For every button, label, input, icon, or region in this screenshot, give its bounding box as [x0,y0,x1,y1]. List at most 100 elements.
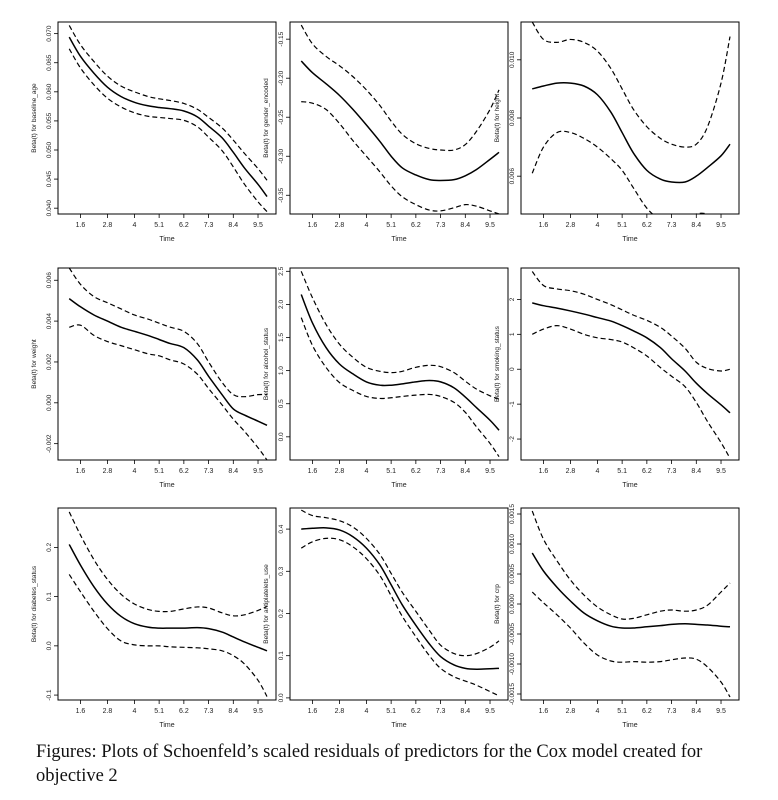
y-tick-label: -0.35 [278,187,285,202]
y-tick-label: 1.5 [278,333,285,342]
y-tick-label: 0.0 [278,432,285,441]
plot-panel-6: 1.6 2.8 4 5.1 6.2 7.3 8.4 9.5 Time -2 -1 0 1 2 Beta(t)… [494,267,740,489]
y-tick-label: -0.15 [278,31,285,46]
plot-frame [57,21,277,215]
x-tick-label: 2.8 [335,468,345,475]
x-tick-label: 4 [132,708,136,715]
x-tick-label: 8.4 [691,222,701,229]
plot-frame [57,267,277,461]
y-tick-label: 0.070 [46,25,53,42]
x-tick-label: 7.3 [436,222,446,229]
x-tick-label: 7.3 [436,708,446,715]
x-tick-label: 4 [595,222,599,229]
x-tick-label: 7.3 [204,468,214,475]
figure-caption: Figures: Plots of Schoenfeld’s scaled re… [36,742,703,786]
confidence-band-upper [300,24,500,152]
y-tick-label: -2 [509,436,516,442]
plot-frame [520,507,740,701]
confidence-band-lower [68,48,268,213]
y-tick-label: 0.0005 [509,564,516,584]
y-tick-label: 1.0 [278,366,285,375]
y-tick-label: 0.0 [46,641,53,650]
x-tick-label: 2.8 [103,708,113,715]
beta-estimate-line [532,302,731,414]
x-tick-label: 1.6 [539,468,549,475]
confidence-band-upper [531,510,731,620]
confidence-band-upper [300,271,500,400]
x-axis-label: Time [159,722,174,729]
x-axis-label: Time [391,236,406,243]
x-tick-label: 5.1 [386,222,396,229]
y-tick-label: 0.006 [509,168,516,185]
x-tick-label: 4 [132,222,136,229]
y-tick-label: 0.045 [46,171,53,188]
plot-panel-1: 1.6 2.8 4 5.1 6.2 7.3 8.4 9.5 Time 0.040 0.045 0.05… [31,21,277,243]
y-tick-label: 0.060 [46,83,53,100]
y-tick-label: 0.5 [278,399,285,408]
confidence-band-lower [531,130,710,214]
x-tick-label: 8.4 [460,222,470,229]
y-tick-label: 0.010 [509,51,516,68]
plot-panel-7: 1.6 2.8 4 5.1 6.2 7.3 8.4 9.5 Time -0.1 0.0 0.1 0.2 B… [31,507,277,729]
x-tick-label: 6.2 [642,708,652,715]
y-axis-label: Beta(t) for weight [31,339,38,389]
x-axis-label: Time [391,482,406,489]
x-tick-label: 7.3 [436,468,446,475]
plot-frame [57,507,277,701]
x-tick-label: 7.3 [204,222,214,229]
y-tick-label: 0.2 [46,542,53,551]
x-axis-label: Time [159,482,174,489]
y-tick-label: 0.3 [278,566,285,575]
x-tick-label: 6.2 [179,708,189,715]
y-tick-label: -0.0015 [509,683,516,705]
y-tick-label: 2.0 [278,300,285,309]
x-tick-label: 8.4 [691,708,701,715]
x-tick-label: 6.2 [642,222,652,229]
x-tick-label: 5.1 [617,708,627,715]
confidence-band-lower [301,101,500,214]
x-axis-label: Time [622,482,637,489]
beta-estimate-line [301,526,500,670]
y-tick-label: 1 [509,332,516,336]
confidence-band-upper [68,511,268,617]
x-tick-label: 2.8 [335,222,345,229]
y-tick-label: 0.002 [46,353,53,370]
y-axis-label: Beta(t) for baseline_age [31,83,38,153]
x-tick-label: 6.2 [179,222,189,229]
x-tick-label: 2.8 [335,708,345,715]
plot-panel-4: 1.6 2.8 4 5.1 6.2 7.3 8.4 9.5 Time -0.002 0.000 0.0… [31,267,277,489]
x-tick-label: 9.5 [716,468,726,475]
x-tick-label: 1.6 [76,222,86,229]
x-tick-label: 7.3 [667,222,677,229]
plot-frame [289,267,509,461]
y-tick-label: 0.055 [46,112,53,129]
y-tick-label: 0.4 [278,524,285,533]
x-tick-label: 7.3 [667,468,677,475]
y-tick-label: 0.1 [46,592,53,601]
beta-estimate-line [68,298,268,426]
confidence-band-upper [68,268,268,398]
confidence-band-lower [69,324,268,460]
x-tick-label: 8.4 [228,708,238,715]
x-axis-label: Time [622,236,637,243]
x-tick-label: 6.2 [642,468,652,475]
x-tick-label: 2.8 [566,222,576,229]
plot-frame [289,507,509,701]
y-tick-label: 0.0010 [509,534,516,554]
y-tick-label: -1 [509,401,516,407]
x-tick-label: 1.6 [308,222,318,229]
x-tick-label: 9.5 [716,708,726,715]
x-tick-label: 6.2 [411,708,421,715]
x-tick-label: 9.5 [485,222,495,229]
x-tick-label: 8.4 [228,468,238,475]
x-tick-label: 7.3 [204,708,214,715]
x-tick-label: 6.2 [179,468,189,475]
beta-estimate-line [532,81,731,184]
y-tick-label: 0.008 [509,109,516,126]
x-tick-label: 4 [364,468,368,475]
confidence-band-lower [300,537,500,697]
x-tick-label: 6.2 [411,468,421,475]
x-tick-label: 1.6 [308,708,318,715]
x-tick-label: 9.5 [485,468,495,475]
y-tick-label: 0.0015 [509,504,516,524]
